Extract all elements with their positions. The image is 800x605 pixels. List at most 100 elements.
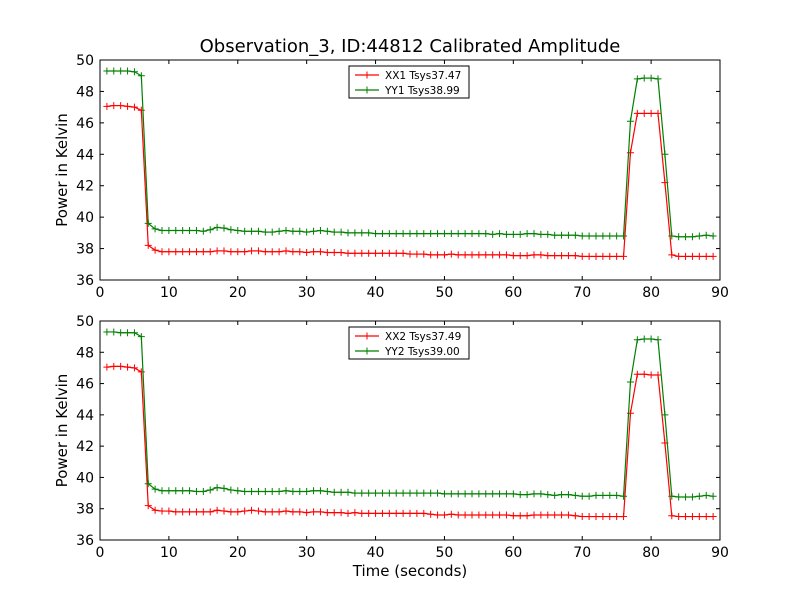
data-point (103, 67, 111, 75)
data-point (564, 491, 572, 499)
legend-marker (363, 347, 371, 355)
data-point (172, 508, 180, 516)
x-tick-label: 0 (96, 285, 105, 301)
data-point (509, 230, 517, 238)
data-point (372, 230, 380, 238)
data-point (709, 232, 717, 240)
data-point (399, 509, 407, 517)
data-point (695, 513, 703, 521)
data-point (523, 252, 531, 260)
data-point (172, 227, 180, 234)
data-point (220, 247, 228, 255)
data-point (633, 370, 641, 378)
data-point (447, 230, 455, 238)
data-point (165, 487, 173, 495)
data-point (144, 502, 152, 510)
data-point (461, 251, 469, 259)
data-point (392, 489, 400, 497)
data-point (454, 230, 462, 238)
data-point (475, 490, 483, 498)
data-point (502, 251, 510, 259)
data-point (254, 488, 262, 496)
data-point (289, 227, 297, 235)
data-point (358, 229, 366, 237)
data-point (192, 508, 200, 516)
bottom-panel: 0 10 20 30 40 50 60 70 80 90 36 38 40 42 44 46 48 50 Power… (53, 314, 729, 561)
data-point (626, 117, 634, 125)
data-point (268, 248, 276, 256)
data-point (137, 72, 145, 80)
y-tick-label: 38 (76, 502, 94, 518)
data-point (530, 490, 538, 498)
data-point (647, 74, 655, 82)
data-point (420, 509, 428, 517)
y-tick-label: 48 (76, 84, 94, 100)
data-point (289, 488, 297, 496)
data-point (523, 512, 531, 520)
y-axis-label: Power in Kelvin (53, 113, 71, 227)
data-point (682, 493, 690, 501)
data-point (496, 230, 504, 238)
data-point (385, 230, 393, 238)
data-point (268, 228, 276, 236)
data-point (399, 249, 407, 257)
data-point (330, 509, 338, 517)
data-point (220, 224, 228, 232)
data-point (378, 249, 386, 257)
y-axis-label: Power in Kelvin (53, 374, 71, 488)
data-point (275, 508, 283, 516)
data-point (378, 230, 386, 238)
data-point (275, 248, 283, 256)
data-point (468, 511, 476, 519)
y-tick-label: 36 (76, 273, 94, 289)
data-point (420, 230, 428, 238)
data-point (303, 249, 311, 256)
data-point (186, 248, 194, 256)
data-point (227, 248, 235, 256)
data-point (702, 513, 710, 521)
legend-box (348, 65, 470, 99)
data-point (413, 489, 421, 497)
data-point (558, 511, 566, 519)
data-point (399, 230, 407, 238)
data-point (489, 490, 497, 498)
legend-entry: YY1 Tsys38.99 (384, 85, 460, 97)
data-point (688, 233, 696, 241)
x-tick-label: 10 (160, 545, 178, 561)
data-point (482, 251, 490, 259)
data-point (668, 492, 676, 500)
data-point (544, 230, 552, 238)
data-point (544, 491, 552, 499)
data-point (640, 335, 648, 343)
data-point (323, 509, 331, 517)
data-point (206, 486, 214, 494)
data-point (261, 228, 269, 236)
data-point (406, 250, 414, 258)
data-point (358, 489, 366, 497)
data-point (372, 249, 380, 257)
data-point (227, 226, 235, 234)
data-point (392, 249, 400, 257)
data-point (110, 328, 118, 336)
data-point (427, 489, 435, 497)
y-tick-label: 40 (76, 470, 94, 486)
data-point (502, 511, 510, 519)
data-point (296, 227, 304, 235)
data-point (592, 513, 600, 521)
data-point (110, 102, 118, 110)
data-point (420, 489, 428, 497)
data-point (296, 248, 304, 256)
data-point (179, 248, 187, 256)
data-point (447, 510, 455, 518)
data-point (282, 227, 290, 234)
data-point (578, 492, 586, 500)
data-point (509, 252, 517, 260)
data-point (516, 252, 524, 260)
data-point (241, 488, 249, 496)
data-point (254, 227, 262, 235)
data-point (199, 248, 207, 256)
data-point (606, 491, 614, 499)
data-point (261, 248, 269, 256)
